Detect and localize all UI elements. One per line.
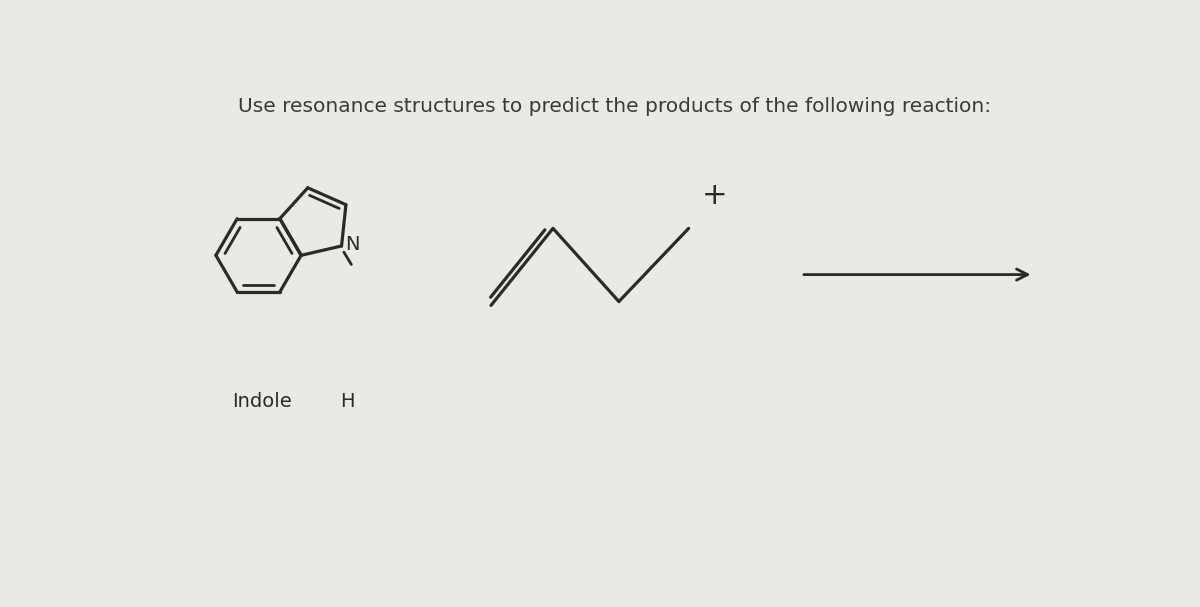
- Text: N: N: [346, 235, 360, 254]
- Text: H: H: [341, 392, 355, 412]
- Text: Indole: Indole: [233, 392, 293, 412]
- Text: +: +: [701, 181, 727, 210]
- Text: Use resonance structures to predict the products of the following reaction:: Use resonance structures to predict the …: [239, 98, 991, 117]
